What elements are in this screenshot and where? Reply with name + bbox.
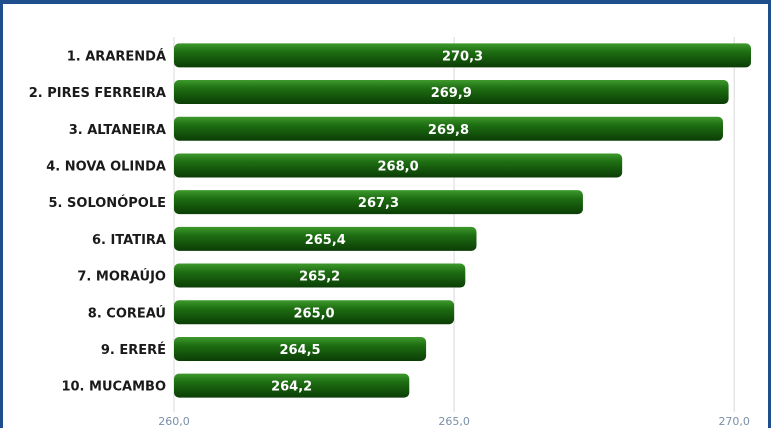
bar — [174, 300, 455, 325]
bar — [174, 116, 723, 141]
category-label: 1. ARARENDÁ — [67, 48, 166, 64]
data-label: 269,8 — [428, 123, 469, 138]
data-label: 264,2 — [271, 380, 312, 395]
bar — [174, 226, 477, 251]
bar — [174, 373, 410, 398]
category-label: 10. MUCAMBO — [61, 380, 166, 395]
category-label: 6. ITATIRA — [92, 233, 166, 248]
x-tick-label: 260,0 — [158, 415, 190, 428]
data-label: 268,0 — [378, 159, 419, 174]
category-label: 8. COREAÚ — [88, 305, 166, 321]
data-label: 269,9 — [431, 86, 472, 101]
data-label: 270,3 — [442, 49, 483, 64]
data-label: 267,3 — [358, 196, 399, 211]
category-label: 7. MORAÚJO — [77, 269, 166, 285]
category-label: 4. NOVA OLINDA — [46, 159, 166, 174]
bar — [174, 263, 466, 288]
x-tick-label: 270,0 — [718, 415, 750, 428]
category-label: 5. SOLONÓPOLE — [49, 195, 166, 211]
bar — [174, 80, 729, 105]
category-label: 2. PIRES FERREIRA — [29, 86, 166, 101]
bar — [174, 190, 583, 215]
bar — [174, 43, 751, 68]
x-tick-label: 265,0 — [438, 415, 470, 428]
data-label: 264,5 — [279, 343, 320, 358]
data-label: 265,0 — [293, 306, 334, 321]
data-label: 265,2 — [299, 270, 340, 285]
bars: 1. ARARENDÁ 270,3 2. PIRES FERREIRA 269,9 3.… — [29, 43, 751, 398]
bar — [174, 153, 623, 178]
data-label: 265,4 — [305, 233, 346, 248]
bar — [174, 336, 427, 361]
category-label: 3. ALTANEIRA — [69, 123, 166, 138]
x-axis-ticks: 260,0 265,0 270,0 — [158, 415, 750, 428]
category-label: 9. ERERÉ — [101, 342, 166, 358]
